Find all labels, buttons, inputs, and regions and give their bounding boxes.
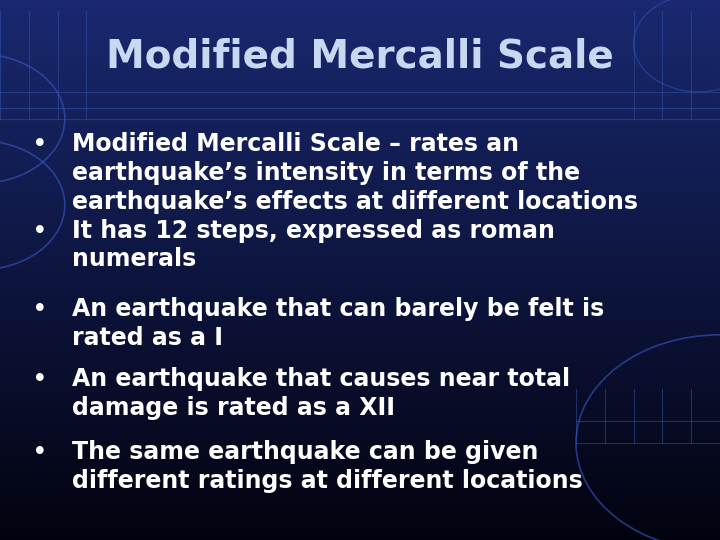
Text: •: •	[32, 440, 48, 466]
Text: •: •	[32, 367, 48, 393]
Text: •: •	[32, 132, 48, 158]
Text: It has 12 steps, expressed as roman
numerals: It has 12 steps, expressed as roman nume…	[72, 219, 555, 272]
Text: An earthquake that causes near total
damage is rated as a XII: An earthquake that causes near total dam…	[72, 367, 570, 420]
Text: Modified Mercalli Scale – rates an
earthquake’s intensity in terms of the
earthq: Modified Mercalli Scale – rates an earth…	[72, 132, 638, 214]
Text: Modified Mercalli Scale: Modified Mercalli Scale	[106, 38, 614, 76]
Text: An earthquake that can barely be felt is
rated as a I: An earthquake that can barely be felt is…	[72, 297, 604, 350]
Text: •: •	[32, 297, 48, 323]
Text: The same earthquake can be given
different ratings at different locations: The same earthquake can be given differe…	[72, 440, 582, 493]
Text: •: •	[32, 219, 48, 245]
